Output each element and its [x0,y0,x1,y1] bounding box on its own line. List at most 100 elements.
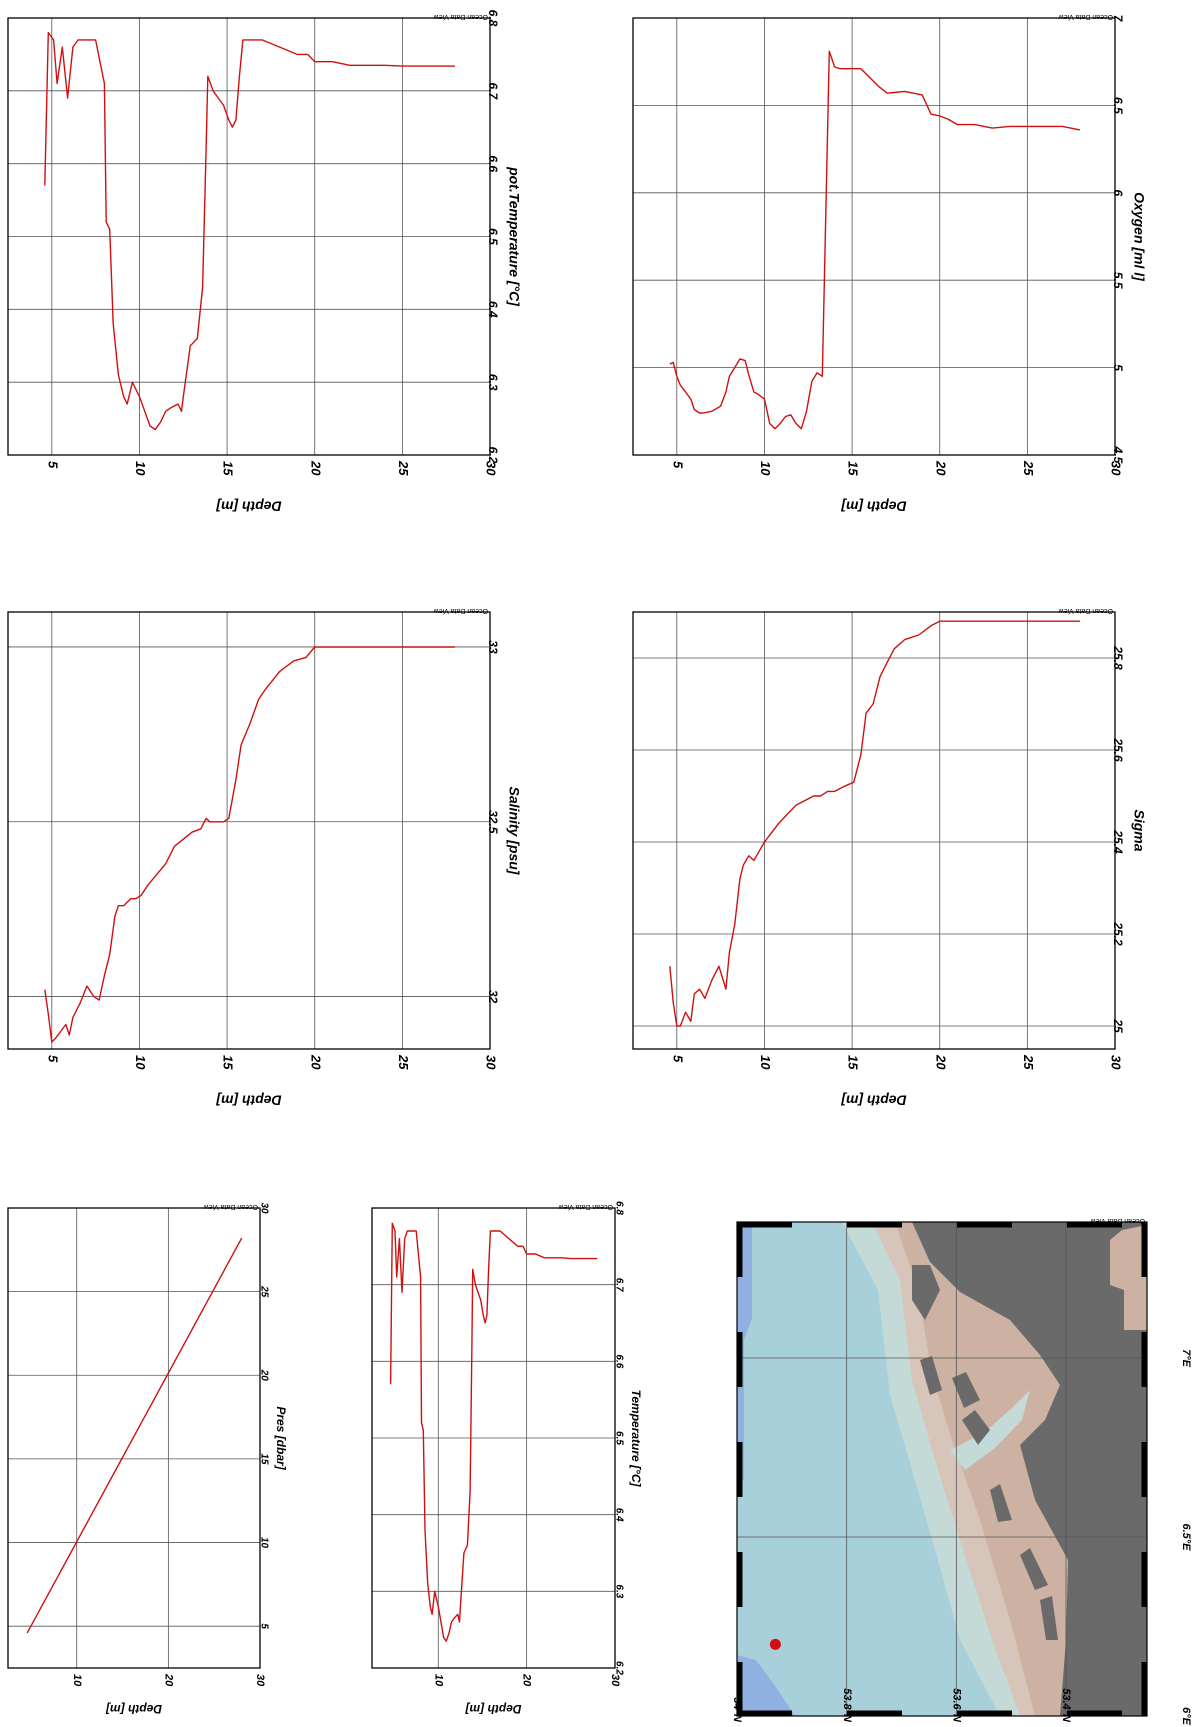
value-tick-label: 30 [259,1202,270,1214]
ocean-data-view-watermark: Ocean Data View [203,1203,258,1210]
value-axis-label: Temperature [°C] [629,1389,643,1487]
chart-pot-temperature: 5 10 15 20 25 30 Depth [m] 6.2 6.3 6.4 6.5 6.6 6.7 6.… [7,10,523,514]
depth-tick-label: 10 [758,461,773,476]
profile-line-temperature [389,1222,598,1642]
value-tick-label: 25.4 [1111,829,1125,854]
ocean-data-view-watermark: Ocean Data View [433,607,488,614]
value-tick-label: 6.4 [486,301,500,318]
deep-water-area [737,1222,752,1480]
plot-frame [7,1207,261,1669]
value-tick-label: 15 [259,1453,270,1465]
value-tick-label: 6.4 [614,1508,625,1522]
depth-tick-label: 30 [1109,461,1124,476]
depth-tick-label: 15 [846,461,861,476]
depth-tick-label: 30 [484,461,499,476]
value-tick-label: 6.5 [1111,97,1125,114]
value-tick-label: 7 [1111,15,1125,23]
value-tick-label: 6.3 [486,374,500,391]
chart-oxygen: 5 10 15 20 25 30 Depth [m] 4.5 5 5.5 6 6.5 7 Oxygen [… [632,13,1148,514]
depth-tick-label: 10 [71,1674,83,1687]
island [1040,1596,1058,1640]
value-tick-label: 25 [259,1285,270,1298]
depth-axis-label: Depth [m] [465,1702,522,1716]
plot-frame [7,17,491,456]
plot-frame [7,611,491,1050]
depth-axis-label: Depth [m] [215,1092,282,1108]
value-tick-label: 6.6 [486,155,500,172]
value-tick-label: 6.5 [486,228,500,245]
value-tick-label: 32 [486,990,500,1004]
depth-tick-label: 25 [396,460,411,476]
depth-axis-label: Depth [m] [105,1702,162,1716]
map-frame [736,1221,1148,1717]
value-tick-label: 20 [259,1369,270,1382]
island [962,1410,990,1445]
island [1020,1548,1048,1590]
value-tick-label: 6.2 [614,1661,625,1675]
map-lat-label: 53.6°N [950,1688,962,1723]
depth-tick-label: 5 [45,461,60,469]
depth-tick-label: 25 [1021,1054,1036,1070]
map-lon-label: 6°E [1180,1707,1192,1726]
value-tick-label: 6.8 [486,10,500,27]
chart-pressure: 10 20 30 Depth [m] 5 10 15 20 25 30 Pres [dbar] Oce… [7,1202,288,1716]
value-axis-label: Pres [dbar] [274,1406,288,1470]
chart-sigma: 5 10 15 20 25 30 Depth [m] 25 25.2 25.4 25.6 25.8 Si… [632,607,1148,1108]
deep-water-area [737,1655,795,1716]
map-lat-label: 53.8°N [841,1688,853,1723]
island [920,1356,942,1395]
map-lon-label: 6.5°E [1180,1523,1192,1551]
ocean-data-view-watermark: Ocean Data View [558,1203,613,1210]
map-lat-label: 53.4°N [1060,1688,1072,1723]
profile-line-pressure [26,1237,243,1634]
ocean-data-view-watermark: Ocean Data View [1058,607,1113,614]
value-tick-label: 5 [259,1623,270,1629]
plot-frame [371,1207,616,1669]
value-tick-label: 33 [486,640,500,654]
profile-line-sigma [669,620,1080,1027]
depth-tick-label: 20 [933,460,948,476]
island [990,1484,1012,1522]
plot-frame [632,611,1116,1050]
map-lat-label: 54°N [731,1697,743,1723]
depth-tick-label: 30 [609,1674,621,1687]
depth-tick-label: 15 [221,461,236,476]
plot-frame [632,17,1116,456]
value-tick-label: 6.6 [614,1354,625,1368]
value-tick-label: 6.8 [614,1201,625,1215]
depth-tick-label: 30 [254,1674,266,1687]
depth-axis-label: Depth [m] [840,498,907,514]
ocean-data-view-watermark: Ocean Data View [1058,13,1113,20]
value-tick-label: 32.5 [486,810,500,834]
station-marker [769,1638,781,1650]
depth-tick-label: 20 [308,1054,323,1070]
value-tick-label: 25.2 [1111,921,1125,946]
depth-tick-label: 5 [670,1055,685,1063]
value-axis-label: Oxygen [ml l] [1132,192,1148,282]
depth-tick-label: 20 [933,1054,948,1070]
depth-tick-label: 20 [162,1673,174,1687]
value-tick-label: 10 [259,1537,270,1549]
depth-tick-label: 10 [432,1674,444,1687]
value-tick-label: 25 [1111,1018,1125,1033]
value-tick-label: 6.5 [614,1431,625,1445]
value-tick-label: 25.6 [1111,737,1125,762]
value-axis-label: Salinity [psu] [507,787,523,876]
value-tick-label: 6.7 [614,1278,625,1292]
depth-axis-label: Depth [m] [215,498,282,514]
depth-tick-label: 15 [846,1055,861,1070]
profile-line-salinity [44,646,455,1043]
value-tick-label: 6.7 [486,82,500,100]
depth-tick-label: 25 [396,1054,411,1070]
depth-tick-label: 10 [133,1055,148,1070]
ocean-data-view-watermark: Ocean Data View [1090,1217,1145,1224]
value-tick-label: 6.3 [614,1584,625,1598]
profile-line-pot-temperature [44,31,455,431]
value-axis-label: Sigma [1132,809,1148,851]
value-tick-label: 5.5 [1111,272,1125,289]
value-tick-label: 6.2 [486,447,500,464]
chart-temperature: 10 20 30 Depth [m] 6.2 6.3 6.4 6.5 6.6 6.7 6.8 Temp… [371,1201,643,1716]
depth-tick-label: 10 [133,461,148,476]
depth-tick-label: 5 [670,461,685,469]
